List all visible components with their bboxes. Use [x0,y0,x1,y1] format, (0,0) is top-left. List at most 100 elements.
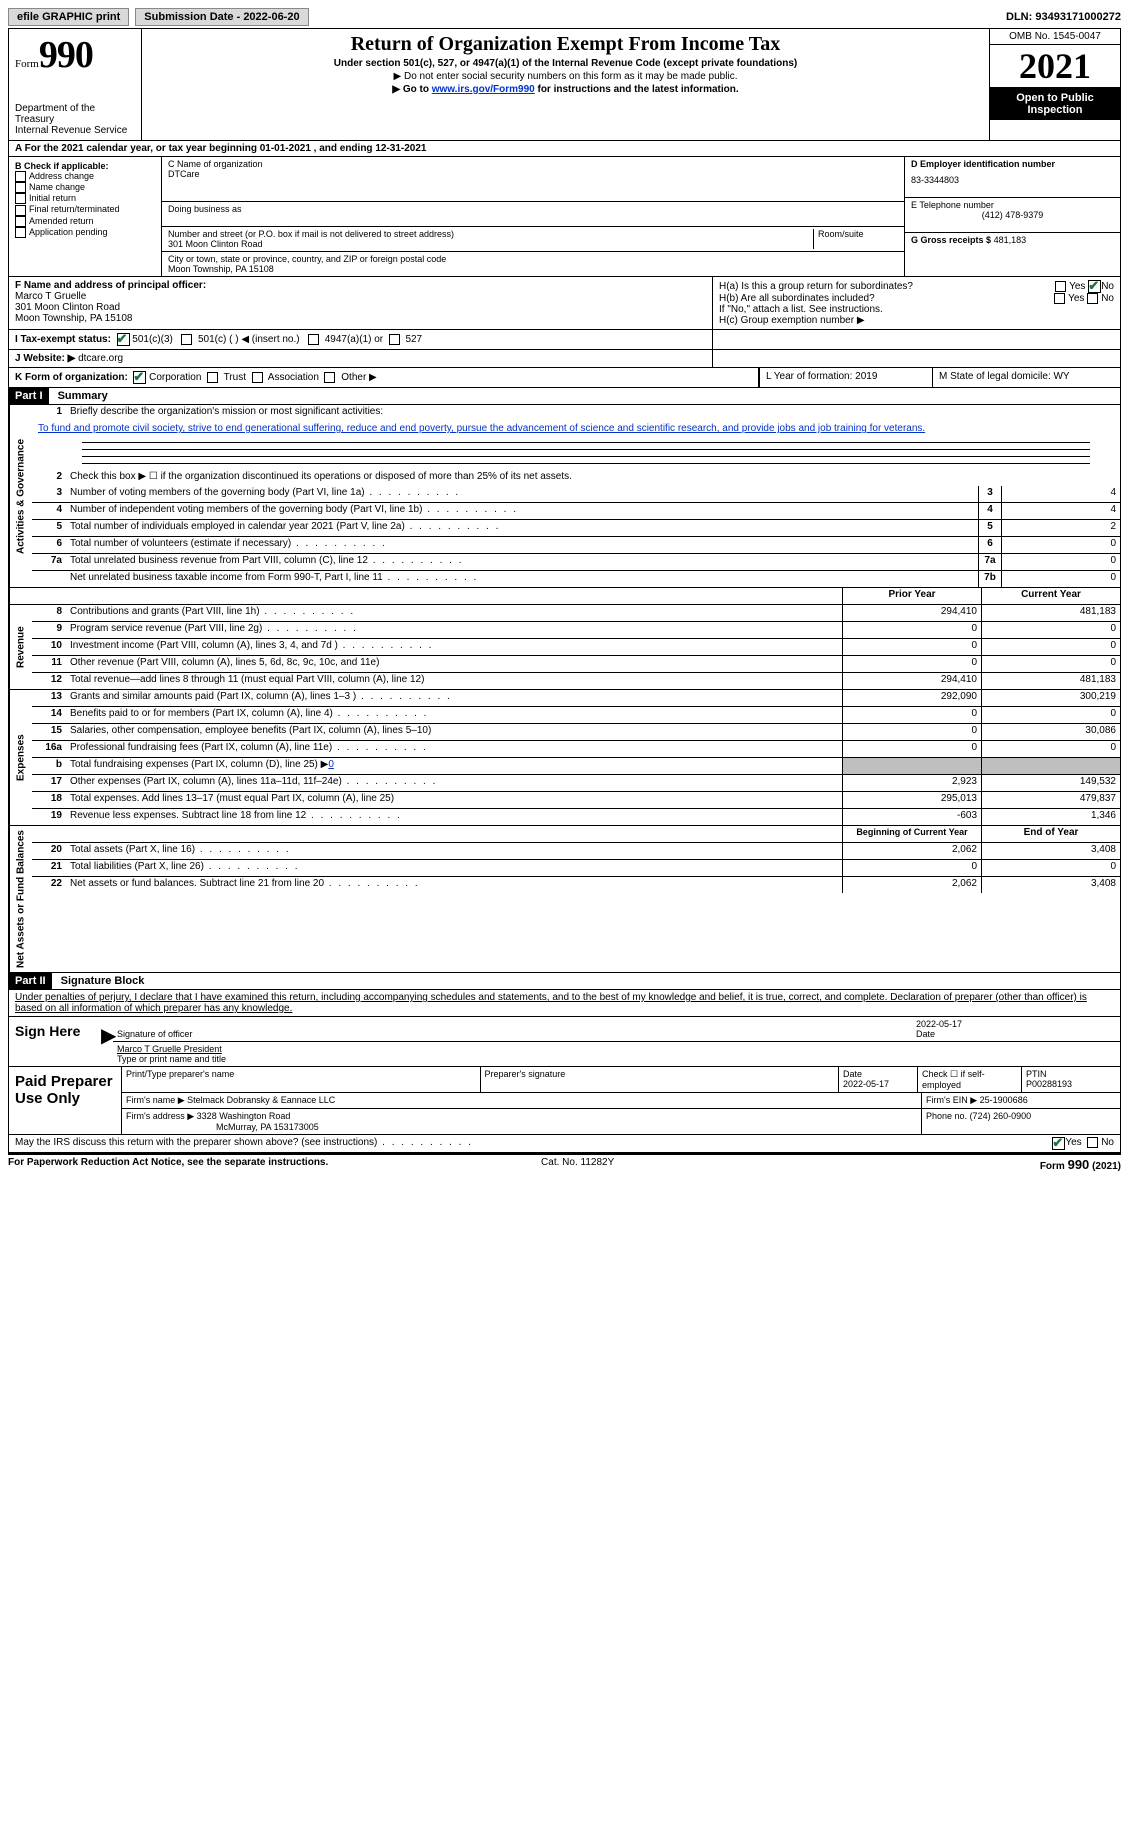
checkbox-app-pending[interactable] [15,227,26,238]
revenue-section: Revenue 8Contributions and grants (Part … [9,605,1120,690]
p18: 295,013 [842,792,981,808]
checkbox-address-change[interactable] [15,171,26,182]
form-subtitle: Under section 501(c), 527, or 4947(a)(1)… [150,58,981,69]
side-na: Net Assets or Fund Balances [9,826,32,972]
other-checkbox[interactable] [324,372,335,383]
c16a: 0 [981,741,1120,757]
dba-label: Doing business as [168,204,898,214]
irs-link[interactable]: www.irs.gov/Form990 [432,84,535,95]
501c3-checkbox[interactable] [117,333,130,346]
p22: 2,062 [842,877,981,893]
line16b-val: 0 [328,759,334,770]
c17: 149,532 [981,775,1120,791]
501c-checkbox[interactable] [181,334,192,345]
ptin-value: P00288193 [1026,1079,1072,1089]
other-label: Other ▶ [341,372,376,383]
line4: Number of independent voting members of … [66,503,978,519]
checkbox-final-return[interactable] [15,205,26,216]
ha-no-checkbox[interactable] [1088,280,1101,293]
city-label: City or town, state or province, country… [168,254,898,264]
officer-name-title: Marco T Gruelle President [117,1044,222,1054]
4947-checkbox[interactable] [308,334,319,345]
discuss-no: No [1101,1137,1114,1150]
c10: 0 [981,639,1120,655]
val3: 4 [1001,486,1120,502]
side-exp: Expenses [9,690,32,825]
discuss-yes-checkbox[interactable] [1052,1137,1065,1150]
may-discuss-label: May the IRS discuss this return with the… [15,1137,1052,1150]
ptin-label: PTIN [1026,1069,1047,1079]
street-label: Number and street (or P.O. box if mail i… [168,229,813,239]
year-formation: L Year of formation: 2019 [759,368,932,387]
sign-here-label: Sign Here [9,1017,101,1066]
prep-print-label: Print/Type preparer's name [126,1069,234,1079]
hb-no-checkbox[interactable] [1087,293,1098,304]
year-headers: Prior Year Current Year [9,588,1120,605]
ein-label: D Employer identification number [911,159,1114,169]
hb-yes-checkbox[interactable] [1054,293,1065,304]
line16b-label: Total fundraising expenses (Part IX, col… [70,759,328,770]
street-value: 301 Moon Clinton Road [168,239,813,249]
p15: 0 [842,724,981,740]
ein-value: 83-3344803 [911,175,1114,185]
goto-suffix: for instructions and the latest informat… [535,84,739,95]
val6: 0 [1001,537,1120,553]
p14: 0 [842,707,981,723]
c21: 0 [981,860,1120,876]
b-label: B Check if applicable: [15,161,155,171]
501c-label: 501(c) ( ) ◀ (insert no.) [198,334,300,345]
c13: 300,219 [981,690,1120,706]
prep-date: 2022-05-17 [843,1079,889,1089]
form-label: Form [15,58,39,70]
p16a: 0 [842,741,981,757]
line19: Revenue less expenses. Subtract line 18 … [66,809,842,825]
current-year-hdr: Current Year [981,588,1120,604]
prep-date-label: Date [843,1069,862,1079]
page-footer: For Paperwork Reduction Act Notice, see … [8,1155,1121,1174]
501c3-label: 501(c)(3) [132,334,173,345]
checkbox-amended[interactable] [15,216,26,227]
trust-checkbox[interactable] [207,372,218,383]
corp-checkbox[interactable] [133,371,146,384]
checkbox-name-change[interactable] [15,182,26,193]
p13: 292,090 [842,690,981,706]
checkbox-initial-return[interactable] [15,193,26,204]
527-checkbox[interactable] [389,334,400,345]
line1-label: Briefly describe the organization's miss… [66,405,1120,421]
line17: Other expenses (Part IX, column (A), lin… [66,775,842,791]
ha-yes: Yes [1069,281,1085,292]
line14: Benefits paid to or for members (Part IX… [66,707,842,723]
submission-date-button[interactable]: Submission Date - 2022-06-20 [135,8,308,26]
boy-hdr: Beginning of Current Year [842,826,981,842]
line8: Contributions and grants (Part VIII, lin… [66,605,842,621]
sig-date: 2022-05-17 [916,1019,962,1029]
corp-label: Corporation [149,372,201,383]
website-label: J Website: ▶ [15,353,75,364]
line3: Number of voting members of the governin… [66,486,978,502]
sig-date-label: Date [916,1029,935,1039]
form-990-container: Form990 Department of the Treasury Inter… [8,28,1121,1155]
p12: 294,410 [842,673,981,689]
firm-phone-label: Phone no. [926,1111,967,1121]
boy-eoy-headers: Net Assets or Fund Balances Beginning of… [9,826,1120,973]
line11: Other revenue (Part VIII, column (A), li… [66,656,842,672]
p19: -603 [842,809,981,825]
part2-header-row: Part II Signature Block [9,973,1120,990]
line10: Investment income (Part VIII, column (A)… [66,639,842,655]
form-header: Form990 Department of the Treasury Inter… [9,29,1120,141]
website-value: dtcare.org [78,353,123,364]
ha-yes-checkbox[interactable] [1055,281,1066,292]
assoc-checkbox[interactable] [252,372,263,383]
b-opt-0: Address change [29,171,94,181]
firm-phone: (724) 260-0900 [970,1111,1032,1121]
line16a: Professional fundraising fees (Part IX, … [66,741,842,757]
discuss-no-checkbox[interactable] [1087,1137,1098,1148]
top-bar: efile GRAPHIC print Submission Date - 20… [8,8,1121,26]
527-label: 527 [405,334,422,345]
efile-print-button[interactable]: efile GRAPHIC print [8,8,129,26]
c11: 0 [981,656,1120,672]
section-fh: F Name and address of principal officer:… [9,277,1120,330]
b-opt-5: Application pending [29,227,108,237]
firm-name: Stelmack Dobransky & Eannace LLC [187,1095,335,1105]
officer-city: Moon Township, PA 15108 [15,313,706,324]
